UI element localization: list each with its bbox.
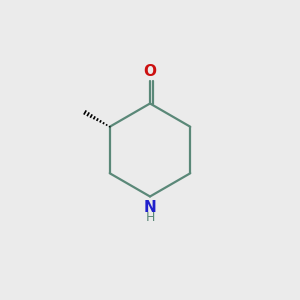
Text: H: H bbox=[145, 211, 155, 224]
Text: N: N bbox=[144, 200, 156, 214]
Text: O: O bbox=[143, 64, 157, 79]
